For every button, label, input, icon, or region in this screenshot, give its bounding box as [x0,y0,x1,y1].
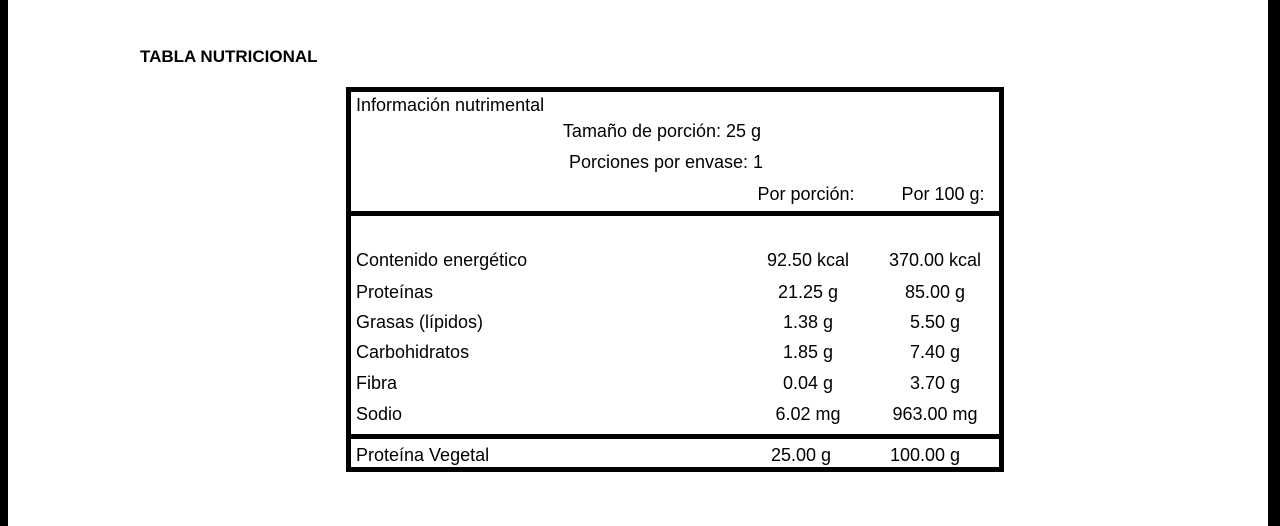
divider [346,211,1004,216]
row-label: Contenido energético [356,250,528,270]
table-frame [346,87,1004,472]
title: TABLA NUTRICIONAL [140,47,318,66]
row-label: Proteínas [356,282,434,302]
per-100g: 100.00 g [889,445,961,465]
per-100g: 963.00 mg [892,404,978,424]
row-label: Sodio [356,404,403,424]
per-serving: 21.25 g [777,282,839,302]
column-header: Por porción: [757,184,855,204]
per-100g: 3.70 g [909,373,961,393]
per-serving: 25.00 g [770,445,832,465]
divider [346,434,1004,439]
row-label: Carbohidratos [356,342,470,362]
per-serving: 1.38 g [782,312,834,332]
edge [0,0,8,526]
per-100g: 85.00 g [904,282,966,302]
row-label: Proteína Vegetal [356,445,490,465]
servings: Porciones por envase: 1 [568,152,764,172]
per-100g: 5.50 g [909,312,961,332]
serving-size: Tamaño de porción: 25 g [562,121,762,141]
per-100g: 7.40 g [909,342,961,362]
table-heading: Información nutrimental [356,95,545,115]
row-label: Fibra [356,373,398,393]
per-100g: 370.00 kcal [888,250,982,270]
per-serving: 6.02 mg [775,404,841,424]
per-serving: 1.85 g [782,342,834,362]
per-serving: 92.50 kcal [766,250,850,270]
edge [1268,0,1280,526]
row-label: Grasas (lípidos) [356,312,484,332]
column-header: Por 100 g: [901,184,985,204]
per-serving: 0.04 g [782,373,834,393]
